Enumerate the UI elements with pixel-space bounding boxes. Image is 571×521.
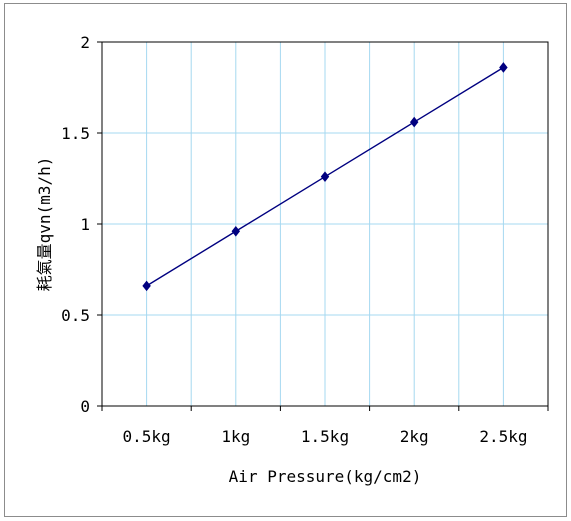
y-axis-ticks: 0 0.5 1 1.5 2 (61, 33, 102, 416)
y-axis-title: 耗氣量qvn(m3/h) (35, 157, 54, 292)
y-tick-label: 0.5 (61, 306, 90, 325)
data-point-marker (231, 225, 241, 237)
x-tick-label: 0.5kg (123, 427, 171, 446)
series-layer (142, 62, 508, 292)
x-tick-label: 1.5kg (301, 427, 349, 446)
x-tick-label: 1kg (221, 427, 250, 446)
y-tick-label: 2 (80, 33, 90, 52)
x-tick-label: 2kg (400, 427, 429, 446)
data-point-marker (320, 171, 330, 182)
data-point-marker (142, 280, 151, 292)
x-axis-ticks: 0.5kg 1kg 1.5kg 2kg 2.5kg (101, 406, 549, 446)
y-tick-label: 0 (80, 397, 90, 416)
data-point-marker (409, 116, 419, 128)
y-tick-label: 1.5 (61, 124, 90, 143)
data-point-marker (499, 62, 508, 73)
gridlines (102, 42, 548, 406)
x-tick-label: 2.5kg (479, 427, 527, 446)
y-tick-label: 1 (80, 215, 90, 234)
x-axis-title: Air Pressure(kg/cm2) (229, 467, 422, 486)
